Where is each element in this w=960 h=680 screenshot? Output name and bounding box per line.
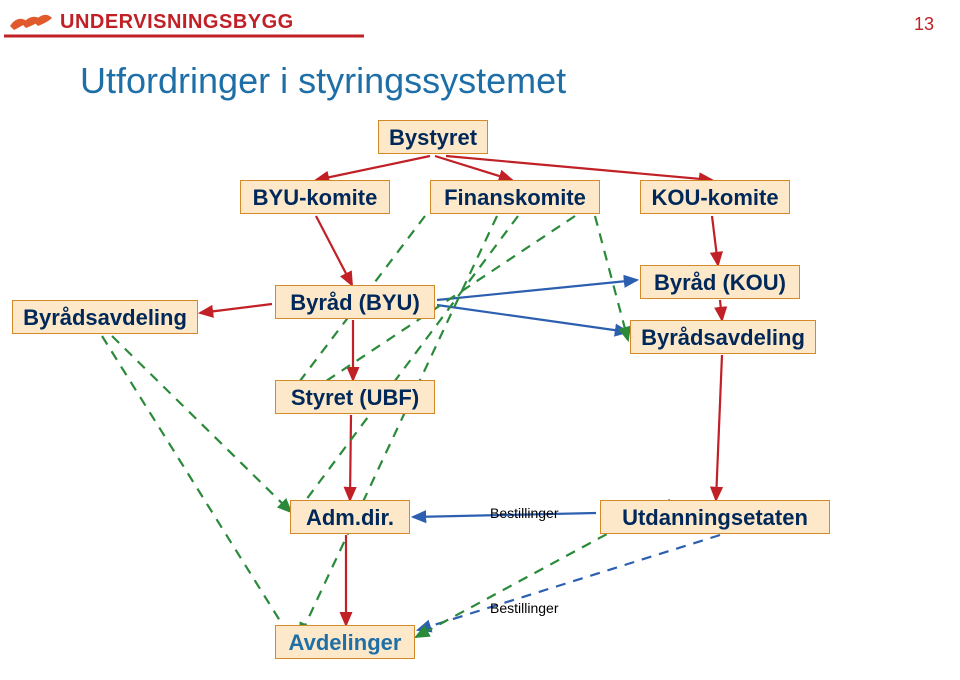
- node-utdanningsetaten: Utdanningsetaten: [600, 500, 830, 534]
- edge-9: [716, 355, 722, 500]
- logo-text: UNDERVISNINGSBYGG: [60, 11, 294, 34]
- edge-14: [437, 305, 628, 332]
- edge-6: [200, 304, 272, 313]
- edge-4: [712, 216, 718, 265]
- edge-5: [720, 300, 722, 320]
- edge-3: [316, 216, 352, 285]
- node-finanskomite: Finanskomite: [430, 180, 600, 214]
- page-number: 13: [914, 14, 934, 35]
- node-byradsavd-l: Byrådsavdeling: [12, 300, 198, 334]
- node-byradsavd-r: Byrådsavdeling: [630, 320, 816, 354]
- edge-1: [435, 156, 512, 180]
- edge-16: [112, 336, 291, 512]
- edges-layer: [0, 0, 960, 680]
- edge-20: [294, 216, 518, 516]
- edge-8: [350, 415, 351, 500]
- node-styret-ubf: Styret (UBF): [275, 380, 435, 414]
- logo-underline: [4, 34, 404, 40]
- slide-title: Utfordringer i styringssystemet: [80, 60, 566, 102]
- node-byrad-kou: Byråd (KOU): [640, 265, 800, 299]
- edge-12: [418, 535, 720, 630]
- edge-13: [437, 280, 637, 300]
- node-avdelinger: Avdelinger: [275, 625, 415, 659]
- edge-15: [102, 336, 292, 640]
- node-adm-dir: Adm.dir.: [290, 500, 410, 534]
- label-bestillinger-top: Bestillinger: [490, 505, 558, 521]
- edge-2: [446, 156, 712, 180]
- node-byu-komite: BYU-komite: [240, 180, 390, 214]
- edge-0: [316, 156, 430, 180]
- logo: UNDERVISNINGSBYGG: [8, 8, 294, 36]
- node-byrad-byu: Byråd (BYU): [275, 285, 435, 319]
- label-bestillinger-bottom: Bestillinger: [490, 600, 558, 616]
- node-kou-komite: KOU-komite: [640, 180, 790, 214]
- node-bystyret: Bystyret: [378, 120, 488, 154]
- logo-flames-icon: [8, 8, 54, 36]
- slide: UNDERVISNINGSBYGG 13 Utfordringer i styr…: [0, 0, 960, 680]
- edge-21: [300, 216, 497, 636]
- edge-19: [595, 216, 628, 340]
